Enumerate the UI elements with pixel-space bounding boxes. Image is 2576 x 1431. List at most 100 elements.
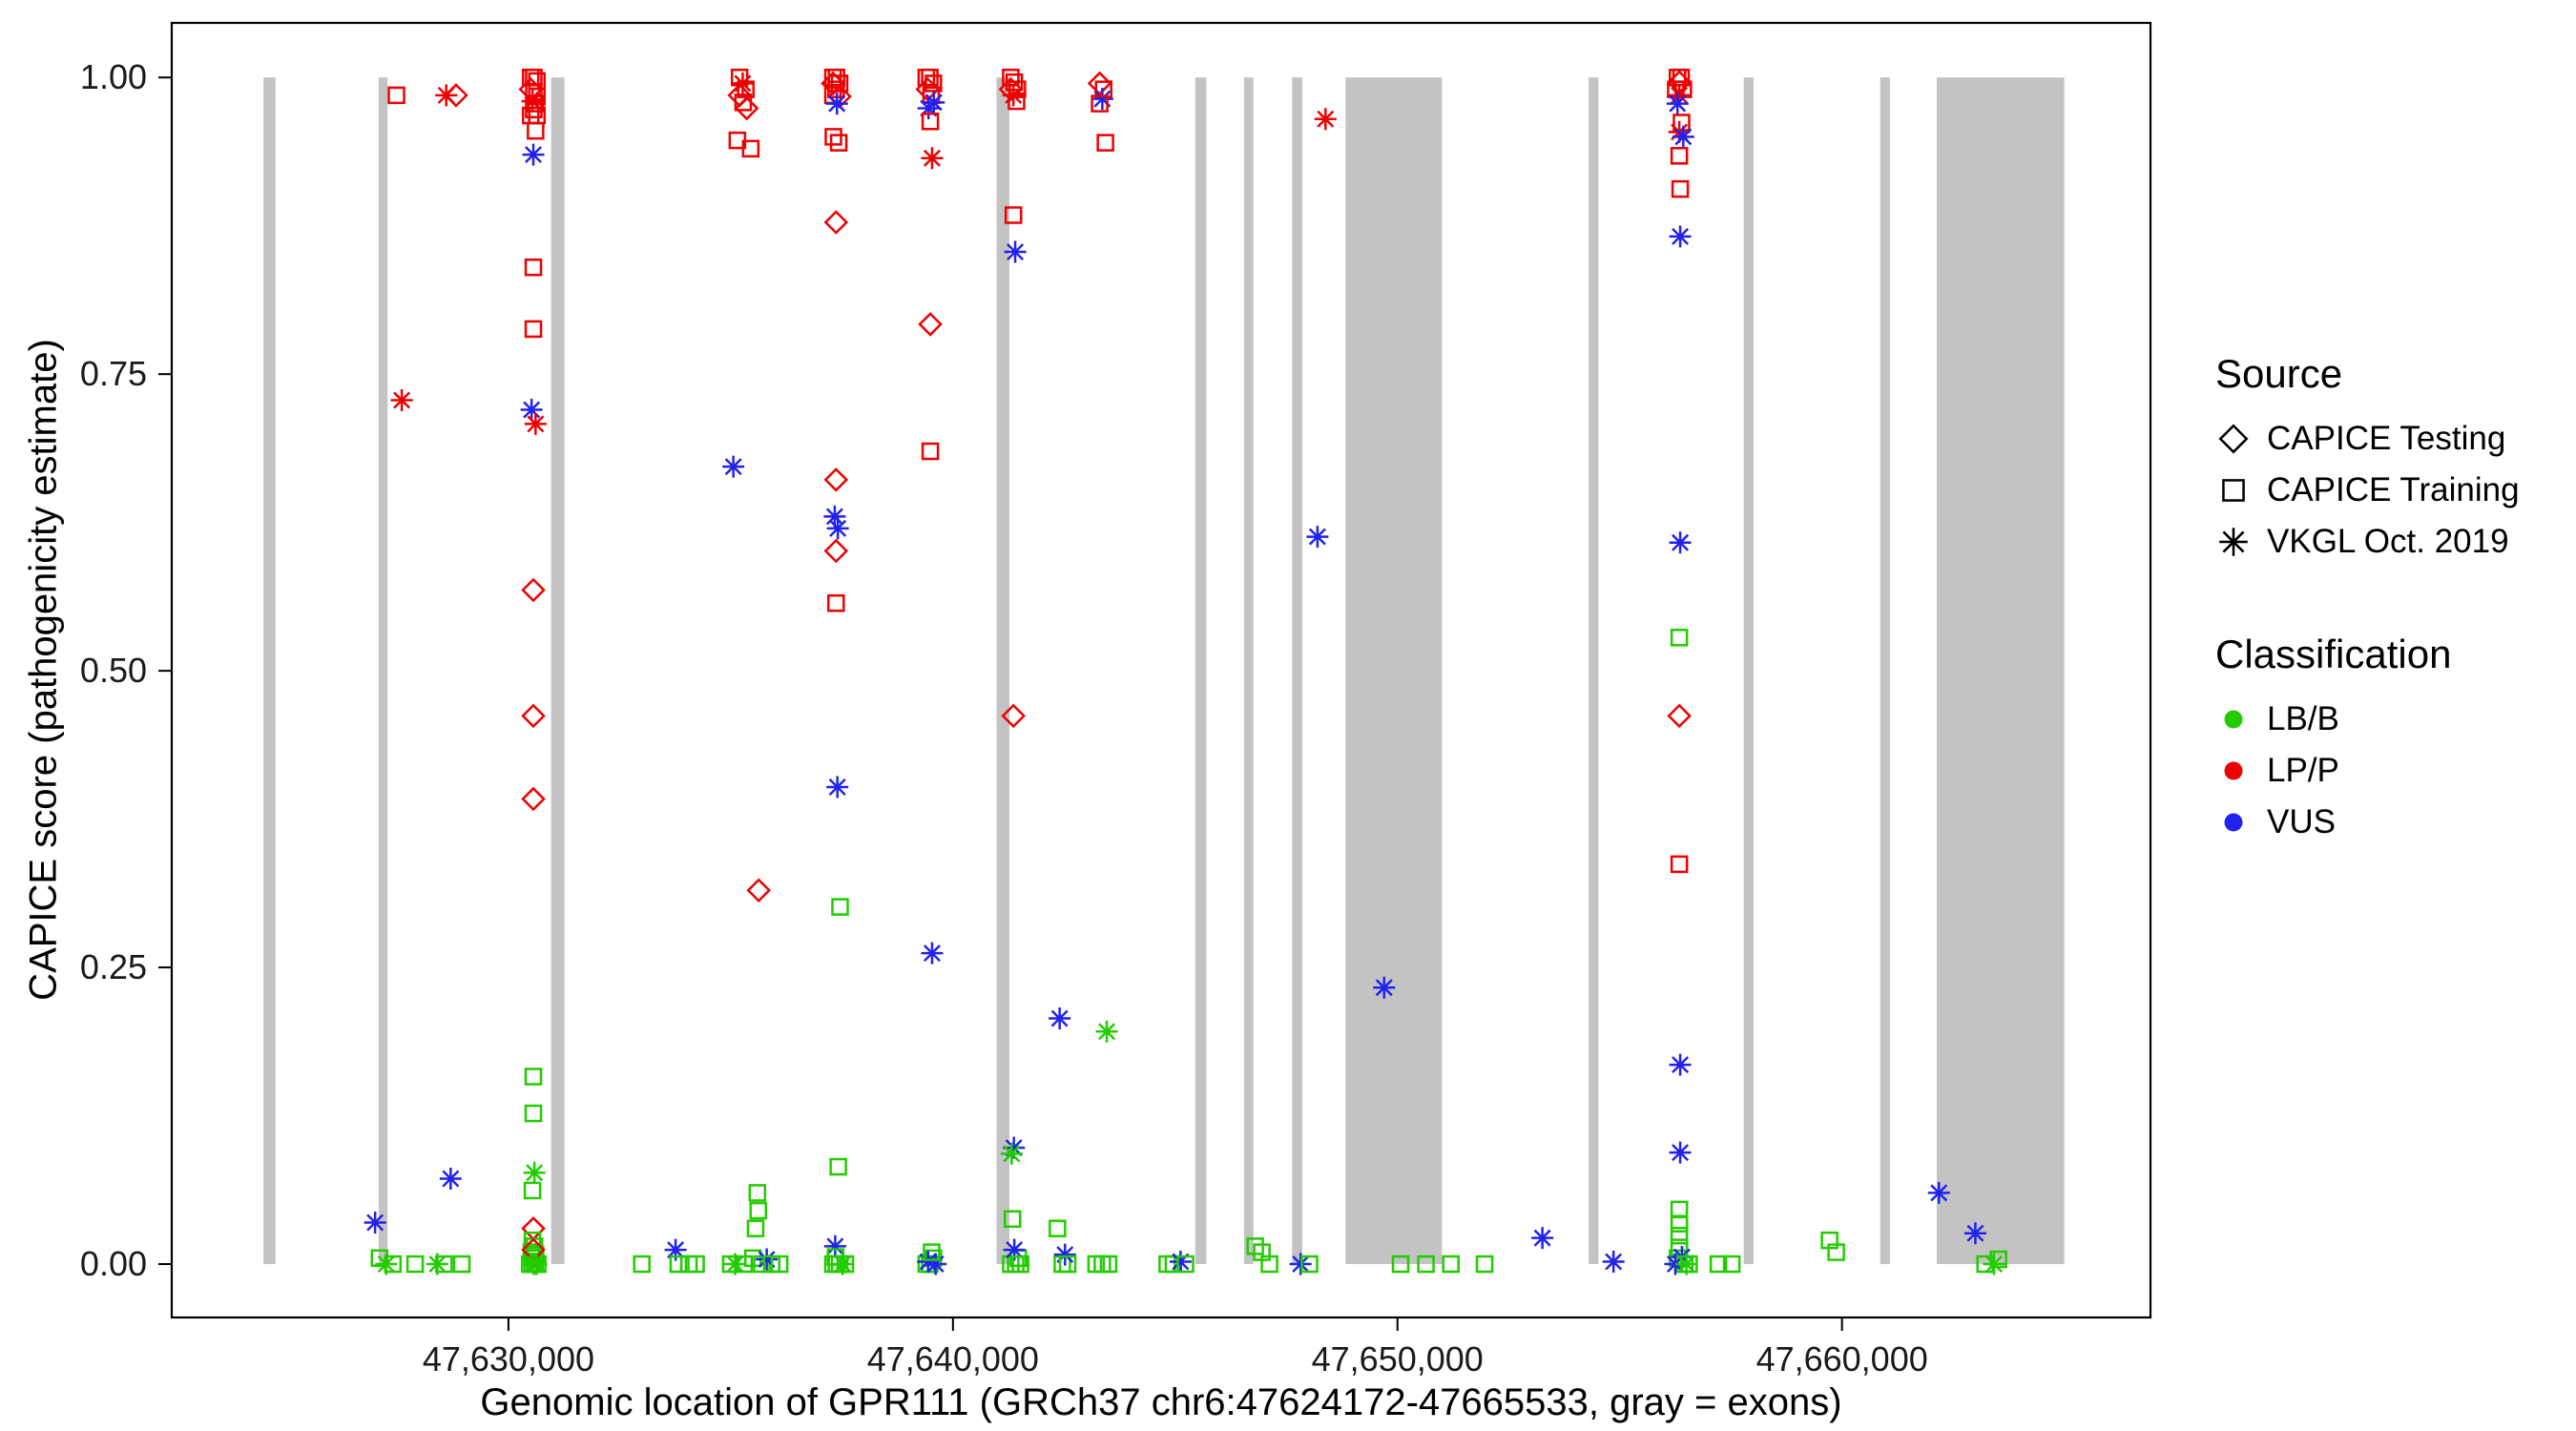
data-point [1093, 1255, 1111, 1274]
exon-band [551, 77, 565, 1265]
data-point [1666, 93, 1689, 115]
exon-band [1292, 77, 1303, 1265]
data-point [1169, 1251, 1192, 1274]
green-dot-icon [2224, 710, 2243, 729]
y-tick-label: 1.00 [80, 57, 147, 96]
data-point [1927, 1181, 1950, 1204]
data-point [722, 455, 745, 478]
data-point [1670, 629, 1689, 647]
data-point [1004, 240, 1027, 263]
data-point [664, 1238, 687, 1261]
data-point [735, 1255, 754, 1274]
data-point [435, 1255, 453, 1274]
data-point [1669, 225, 1692, 248]
data-point [633, 1255, 651, 1274]
data-point [1963, 1222, 1986, 1245]
exon-band [378, 77, 388, 1265]
data-point [521, 786, 546, 812]
legend-item-label: LP/P [2267, 752, 2339, 789]
data-point [375, 1253, 398, 1275]
data-point [737, 80, 755, 98]
x-axis-title: Genomic location of GPR111 (GRCh37 chr6:… [480, 1381, 1842, 1423]
red-dot-icon [2224, 761, 2243, 780]
data-point [687, 1255, 705, 1274]
data-point [1049, 1007, 1071, 1030]
data-point [918, 312, 943, 337]
data-point [829, 1157, 847, 1176]
data-point [1004, 206, 1023, 224]
data-point [523, 1181, 542, 1200]
data-point [770, 1255, 789, 1274]
data-point [1300, 1255, 1319, 1274]
data-point [1983, 1253, 2005, 1275]
data-point [824, 128, 842, 146]
data-point [387, 86, 405, 105]
data-point [524, 1068, 543, 1086]
exon-band [1880, 77, 1890, 1265]
data-point [1602, 1251, 1625, 1274]
data-point [1475, 1255, 1494, 1274]
panel-border [170, 21, 2152, 1319]
legend-classification-title: Classification [2215, 632, 2452, 676]
legend-item-label: VUS [2267, 803, 2336, 840]
data-point [1670, 147, 1689, 165]
data-point [1289, 1253, 1312, 1275]
data-point [527, 121, 545, 140]
exon-band [1244, 77, 1254, 1265]
data-point [1680, 1255, 1698, 1274]
data-point [525, 100, 543, 119]
data-point [1008, 92, 1026, 111]
data-point [1670, 1214, 1689, 1233]
x-tick-label: 47,660,000 [1756, 1339, 1928, 1379]
data-point [1004, 1210, 1022, 1229]
data-point [1306, 526, 1329, 549]
data-point [1672, 125, 1694, 148]
data-point [731, 72, 754, 94]
legend-item-lpp: LP/P [2215, 752, 2568, 790]
legend-item-lbb: LB/B [2215, 700, 2568, 738]
data-point [521, 577, 546, 603]
exon-band [1743, 77, 1754, 1265]
y-tick-label: 0.25 [80, 947, 147, 986]
data-point [823, 505, 846, 528]
data-point [1391, 1255, 1410, 1274]
diamond-icon [2218, 424, 2249, 454]
data-point [823, 467, 849, 492]
legend-item-label: VKGL Oct. 2019 [2267, 523, 2509, 560]
data-point [1001, 703, 1026, 729]
data-point [753, 1255, 771, 1274]
data-point [827, 593, 845, 612]
data-point [1670, 855, 1689, 874]
data-point [523, 1161, 546, 1184]
data-point [831, 1253, 854, 1275]
data-point [1099, 1255, 1118, 1274]
data-point [1260, 1255, 1278, 1274]
data-point [669, 1255, 688, 1274]
data-point [452, 1255, 471, 1274]
data-point [390, 389, 413, 412]
data-point [1669, 1141, 1692, 1164]
legend-item-vus: VUS [2215, 803, 2568, 841]
data-point [1000, 1142, 1023, 1165]
data-point [823, 538, 849, 564]
legend-item-label: CAPICE Testing [2267, 420, 2506, 457]
data-point [1096, 134, 1114, 152]
data-point [1314, 108, 1337, 131]
data-point [1011, 1255, 1029, 1274]
data-point [823, 210, 849, 235]
data-point [524, 258, 543, 277]
asterisk-icon [2219, 528, 2248, 556]
data-point [825, 93, 848, 115]
exon-band [1589, 77, 1599, 1265]
legend-item-vkgl: VKGL Oct. 2019 [2215, 523, 2568, 561]
data-point [748, 1184, 767, 1202]
blue-dot-icon [2224, 813, 2243, 832]
data-point [746, 878, 772, 902]
data-point [1722, 1255, 1741, 1274]
data-point [998, 76, 1024, 102]
legend: Source CAPICE Testing CAPICE Training VK… [2215, 351, 2568, 912]
data-point [921, 147, 944, 170]
data-point [1664, 1253, 1687, 1275]
data-point [724, 1253, 747, 1275]
data-point [1675, 1253, 1698, 1275]
